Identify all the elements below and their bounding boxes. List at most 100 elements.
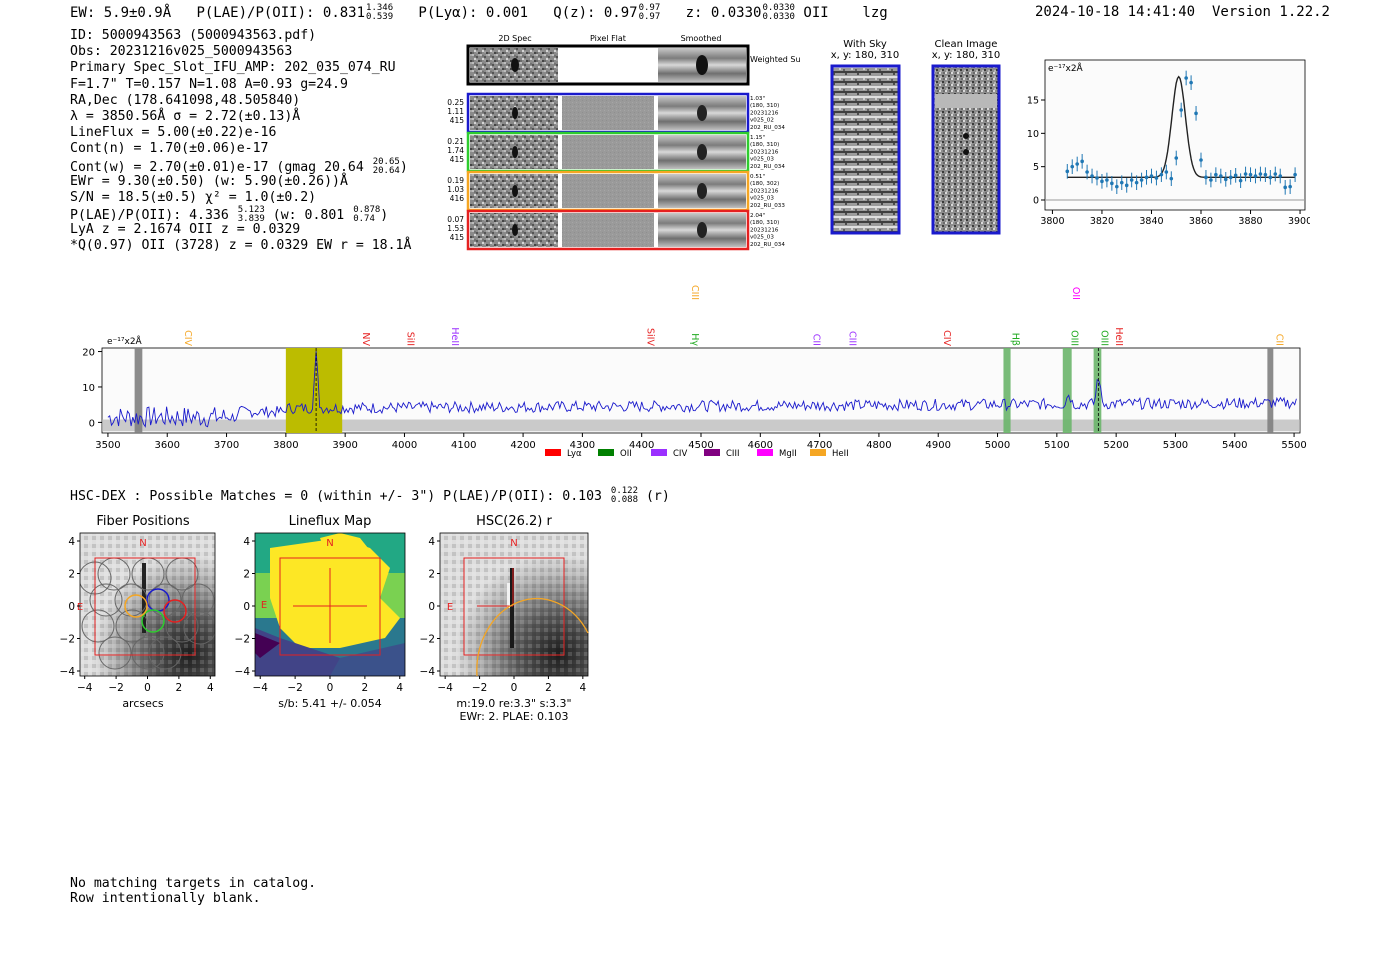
- hsc-caption-2: EWr: 2. PLAE: 0.103: [459, 710, 568, 723]
- full-spectrum-chart: 3500 3600 3700 3800 3900 4000 4100 4200 4300 4400…: [82, 285, 1307, 459]
- zoom-data-point: [1184, 76, 1188, 80]
- cutout-row-meta: 202_RU_034: [750, 125, 785, 131]
- legend-swatch: [757, 449, 773, 456]
- spectral-line-label: OIII: [1098, 330, 1109, 346]
- panel-y-tick-label: −4: [235, 666, 251, 678]
- cutout-row-meta: 20231216: [750, 227, 779, 233]
- spectral-line-label: SiII: [405, 332, 416, 346]
- hsc-caption-1: m:19.0 re:3.3" s:3.3": [456, 697, 571, 710]
- panel-x-tick-label: 2: [545, 682, 552, 694]
- line-band: [1062, 348, 1072, 433]
- header-pixel-flat: Pixel Flat: [590, 34, 626, 43]
- cutout-pixel-flat: [562, 96, 654, 130]
- spectral-line-label: CII: [1273, 334, 1284, 346]
- zoom-data-point: [1243, 172, 1248, 176]
- contw-lo: 20.64: [372, 165, 400, 176]
- cutout-pixel-flat: [562, 213, 654, 247]
- line-band: [1093, 348, 1102, 433]
- zoom-data-point: [1110, 181, 1114, 186]
- spectrum-x-tick-label: 5300: [1163, 440, 1188, 451]
- line-band: [1003, 348, 1011, 433]
- cutout-source-spot: [512, 185, 518, 197]
- zoom-data-point: [1129, 178, 1134, 182]
- zoom-x-tick-label: 3900: [1288, 216, 1310, 227]
- fiber-green: [141, 609, 165, 633]
- info-plae: P(LAE)/P(OII): 4.336 5.123 3.839 (w: 0.80…: [70, 205, 450, 225]
- zoom-data-point: [1149, 174, 1154, 178]
- spectrum-x-tick-label: 3600: [155, 440, 180, 451]
- legend-swatch: [651, 449, 667, 456]
- spectral-line-label: HeII: [1113, 327, 1124, 346]
- spectrum-y-tick-label: 10: [82, 383, 95, 394]
- cutout-source-spot: [512, 146, 518, 158]
- panel-x-tick-label: 0: [511, 682, 518, 694]
- cutout-row-value: 0.19: [447, 176, 464, 185]
- zoom-y-tick-label: 5: [1033, 162, 1039, 173]
- hsc-east: E: [447, 602, 453, 613]
- footer-line-1: No matching targets in catalog.: [70, 876, 317, 891]
- ew-summary: EW: 5.9±0.9Å: [70, 5, 172, 21]
- panel-x-tick-label: −2: [472, 682, 487, 694]
- hsc-ellipse-arc: [476, 597, 589, 677]
- panel-x-tick-label: 0: [327, 682, 334, 694]
- catalog-footer: No matching targets in catalog. Row inte…: [70, 876, 316, 906]
- legend-label: CIII: [726, 449, 739, 459]
- z-hi: 0.0330: [762, 3, 795, 13]
- cutout-row-meta: 20231216: [750, 110, 779, 116]
- cutout-row-meta: v025_03: [750, 235, 774, 241]
- contw-text: Cont(w) = 2.70(±0.01)e-17 (gmag 20.64: [70, 159, 364, 175]
- panel-x-tick-label: −4: [252, 682, 268, 694]
- lineflux-aperture-box: [279, 557, 381, 656]
- zoom-data-point: [1085, 170, 1089, 174]
- panel-x-tick-label: 2: [362, 682, 369, 694]
- lineflux-xlabel: s/b: 5.41 +/- 0.054: [278, 697, 382, 710]
- spectrum-y-unit: e⁻¹⁷x2Å: [107, 335, 143, 347]
- info-lambda: λ = 3850.56Å σ = 2.72(±0.13)Å: [70, 108, 301, 124]
- legend-label: CIV: [673, 449, 687, 459]
- spectral-line-label: NV: [360, 332, 371, 346]
- spectrum-x-tick-label: 4100: [451, 440, 476, 451]
- zoom-data-point: [1179, 108, 1183, 112]
- plae-summary: P(LAE)/P(OII): 0.831: [196, 5, 366, 21]
- legend-swatch: [598, 449, 614, 456]
- z-line: OII: [803, 5, 829, 21]
- legend-label: OII: [620, 449, 632, 459]
- panel-y-tick-label: 0: [68, 601, 75, 613]
- zoom-plot-area: [1044, 59, 1306, 211]
- legend-label: HeII: [832, 449, 849, 459]
- cutout-row-meta: 2.04": [750, 213, 765, 219]
- cutout-row-value: 0.21: [447, 137, 464, 146]
- contw-hi: 20.65: [372, 156, 400, 167]
- zoom-x-tick-label: 3880: [1238, 216, 1262, 227]
- zoom-x-tick-label: 3840: [1139, 216, 1163, 227]
- panel-x-tick-label: −4: [437, 682, 453, 694]
- cutout-row-meta: v025_03: [750, 196, 774, 202]
- cutout-row-value: 0.25: [447, 98, 464, 107]
- zoom-data-point: [1209, 178, 1213, 182]
- plae-w-lo: 0.74: [353, 214, 375, 225]
- panel-x-tick-label: 4: [207, 682, 214, 694]
- header-2d-spec: 2D Spec: [498, 34, 531, 43]
- spectrum-x-tick-label: 5400: [1222, 440, 1247, 451]
- cutout-smoothed-spot: [697, 144, 707, 160]
- info-contn: Cont(n) = 1.70(±0.06)e-17: [70, 141, 269, 157]
- cutout-source-spot: [512, 107, 518, 119]
- plae-hi: 1.346: [366, 3, 394, 13]
- cutout-row-value: 1.53: [447, 224, 464, 233]
- spectral-line-label: CIV: [182, 330, 193, 346]
- qz-hi: 0.97: [638, 3, 661, 13]
- fiber-north: N: [139, 538, 146, 549]
- panel-x-tick-label: −2: [287, 682, 302, 694]
- spectrum-x-tick-label: 3500: [95, 440, 120, 451]
- zoom-data-point: [1223, 177, 1228, 182]
- zoom-data-point: [1159, 172, 1164, 177]
- info-plae-hi: 5.123: [237, 205, 265, 216]
- weighted-sum-label: Weighted Sum: [750, 55, 800, 64]
- detection-info: ID: 5000943563 (5000943563.pdf) Obs: 202…: [70, 28, 450, 255]
- zoom-data-point: [1258, 172, 1263, 176]
- cutout-row-meta: 202_RU_034: [750, 242, 785, 248]
- cutout-pixel-flat: [562, 135, 654, 169]
- panel-y-tick-label: 4: [68, 536, 75, 548]
- clean-image-xy: x, y: 180, 310: [932, 50, 1001, 61]
- header-smoothed: Smoothed: [681, 34, 722, 43]
